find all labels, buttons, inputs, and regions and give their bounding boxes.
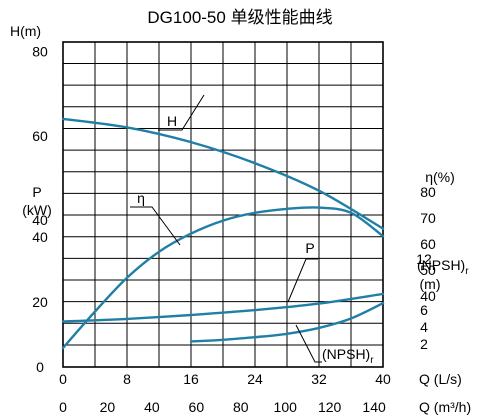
h-axis-title: H(m) (10, 23, 41, 39)
q-m3h-tick-label: 0 (59, 399, 67, 415)
npsh-axis-title: (NPSH)r (417, 257, 469, 277)
curve-labels: Hη P (NPSH)r (130, 94, 374, 366)
plot-frame (62, 41, 384, 368)
q-ls-tick-label: 24 (247, 371, 263, 387)
npsh-tick-label: 12 (416, 251, 432, 267)
curve-npshr (189, 302, 385, 343)
q-ls-tick-label: 40 (375, 371, 391, 387)
h-tick-label: 40 (32, 212, 48, 228)
h-label-leader (158, 94, 205, 131)
curve-efficiency (61, 206, 385, 350)
h-tick-label: 60 (32, 128, 48, 144)
q-ls-tick-label: 16 (183, 371, 199, 387)
eta-curve-label: η (137, 190, 145, 206)
eta-tick-label: 60 (420, 236, 436, 252)
q-ls-tick-label: 0 (59, 371, 67, 387)
chart-title: DG100-50 单级性能曲线 (147, 8, 332, 27)
q-m3h-tick-label: 140 (362, 399, 386, 415)
npsh-curve-label-sub: r (370, 355, 374, 366)
curve-h (61, 117, 385, 230)
q-m3h-tick-label: 60 (189, 399, 205, 415)
axis-titles: H(m)P(kW)η(%)(NPSH)r(m)Q (L/s)Q (m³/h) (10, 23, 471, 415)
npsh-curve-label: (NPSH)r (322, 346, 374, 366)
x-secondary-axis-title: Q (m³/h) (419, 399, 471, 415)
p-curve-label: P (305, 240, 314, 256)
p-axis-unit: (kW) (22, 202, 52, 218)
q-m3h-tick-label: 120 (318, 399, 342, 415)
p-tick-label: 0 (36, 359, 44, 375)
q-m3h-tick-label: 20 (100, 399, 116, 415)
npsh-axis-title-sub: r (465, 266, 469, 277)
p-tick-label: 20 (32, 294, 48, 310)
eta-axis-title: η(%) (425, 169, 455, 185)
eta-label-leader (130, 206, 181, 246)
h-tick-label: 80 (32, 43, 48, 59)
p-tick-label: 40 (32, 229, 48, 245)
npsh-tick-label: 2 (420, 336, 428, 352)
npsh-tick-label: 4 (420, 319, 428, 335)
p-axis-title: P (32, 184, 41, 200)
npsh-label-leader (295, 324, 322, 363)
q-m3h-tick-label: 40 (144, 399, 160, 415)
eta-tick-label: 50 (420, 262, 436, 278)
eta-tick-label: 70 (420, 210, 436, 226)
x-primary-axis-title: Q (L/s) (419, 371, 462, 387)
q-ls-tick-label: 8 (123, 371, 131, 387)
npsh-axis-unit: (m) (420, 276, 441, 292)
eta-tick-label: 80 (420, 184, 436, 200)
eta-tick-label: 40 (420, 288, 436, 304)
q-m3h-tick-label: 80 (233, 399, 249, 415)
h-curve-label: H (167, 113, 177, 129)
npsh-tick-label: 6 (420, 302, 428, 318)
q-ls-tick-label: 32 (311, 371, 327, 387)
grid (63, 42, 383, 367)
p-label-leader (287, 258, 318, 303)
q-m3h-tick-label: 100 (274, 399, 298, 415)
curve-p (61, 292, 385, 323)
curves (61, 117, 385, 350)
